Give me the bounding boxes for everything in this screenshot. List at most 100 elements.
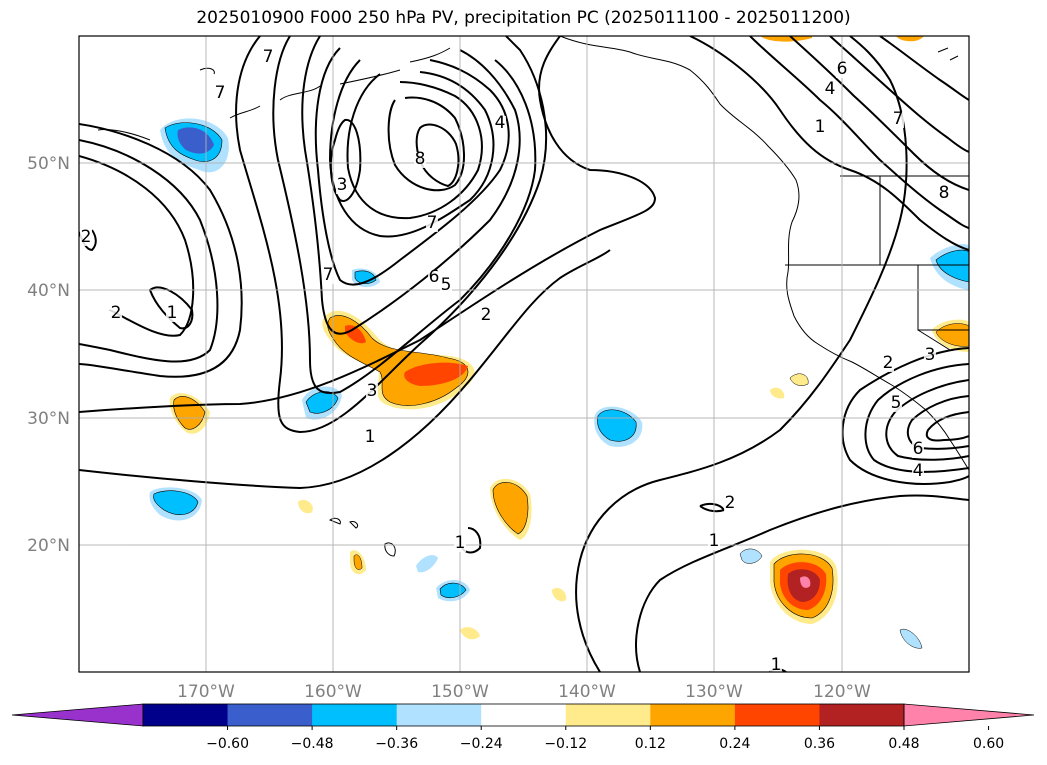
colorbar-tick-label: −0.60 [206, 736, 249, 752]
contour-label-bg [166, 306, 178, 322]
contour-label: 4 [913, 461, 924, 481]
contour-label-bg [426, 216, 438, 232]
contour-label-bg [414, 152, 426, 168]
contour-label: 2 [81, 227, 92, 247]
colorbar-segment [143, 704, 229, 726]
contour-label-bg [214, 86, 226, 102]
lat-tick-label: 50°N [27, 154, 70, 174]
colorbar-tick-label: −0.36 [375, 736, 418, 752]
contour-label: 7 [893, 109, 904, 129]
contour-label: 6 [913, 439, 924, 459]
colorbar-segment [227, 704, 313, 726]
colorbar-tick-label: 0.48 [888, 736, 919, 752]
contour-label: 7 [215, 83, 226, 103]
contour-label-bg [912, 442, 924, 458]
contour-label: 5 [441, 275, 452, 295]
contour-label: 1 [709, 531, 720, 551]
contour-label-bg [938, 186, 950, 202]
map-frame [78, 35, 970, 673]
lon-tick-label: 130°W [685, 682, 743, 702]
map-title: 2025010900 F000 250 hPa PV, precipitatio… [196, 8, 851, 28]
colorbar-tick-label: 0.36 [804, 736, 835, 752]
colorbar-segment [819, 704, 905, 726]
contour-label: 3 [925, 345, 936, 365]
contour-label-bg [80, 230, 92, 246]
contour-label-bg [110, 306, 122, 322]
precip-anomaly-fills [149, 36, 969, 649]
contour-label: 1 [815, 117, 826, 137]
contour-label-bg [824, 82, 836, 98]
colorbar-segment [312, 704, 398, 726]
colorbar-frame [142, 703, 905, 727]
colorbar-segment [650, 704, 736, 726]
contour-label: 1 [365, 427, 376, 447]
lat-tick-labels: 20°N 30°N 40°N 50°N [27, 154, 70, 556]
contour-label-bg [814, 120, 826, 136]
contour-label: 6 [837, 59, 848, 79]
contour-label: 2 [481, 305, 492, 325]
lat-tick-label: 30°N [27, 409, 70, 429]
contour-label-bg [494, 116, 506, 132]
contour-label: 2 [111, 303, 122, 323]
contour-label-bg [708, 534, 720, 550]
colorbar-tick-label: −0.12 [544, 736, 587, 752]
contour-label: 8 [415, 149, 426, 169]
lon-tick-label: 170°W [177, 682, 235, 702]
contour-label: 7 [323, 265, 334, 285]
colorbar-tick-label: 0.12 [635, 736, 666, 752]
contour-label: 4 [825, 79, 836, 99]
contour-label: 4 [495, 113, 506, 133]
contour-label-bg [882, 356, 894, 372]
contour-label: 3 [367, 381, 378, 401]
contour-label-bg [428, 270, 440, 286]
contour-label-bg [724, 496, 736, 512]
contour-label: 6 [429, 267, 440, 287]
colorbar-extend-low [11, 703, 144, 727]
colorbar-segment [565, 704, 651, 726]
contour-label: 1 [771, 655, 782, 675]
colorbar-tick-label: 0.24 [719, 736, 750, 752]
contour-label: 3 [337, 175, 348, 195]
contour-label-bg [322, 268, 334, 284]
contour-label-bg [912, 464, 924, 480]
colorbar-extend-high [903, 703, 1035, 727]
contour-label: 7 [427, 213, 438, 233]
coastlines [97, 36, 969, 557]
contour-label: 1 [167, 303, 178, 323]
contour-label-bg [366, 384, 378, 400]
gridlines [79, 36, 969, 672]
colorbar-tick-label: 0.60 [973, 736, 1004, 752]
contour-label-bg [770, 658, 782, 672]
colorbar-tick-label: −0.24 [460, 736, 503, 752]
contour-label: 2 [883, 353, 894, 373]
contour-label: 8 [939, 183, 950, 203]
colorbar-tick-label: −0.48 [291, 736, 334, 752]
lon-tick-label: 160°W [304, 682, 362, 702]
contour-label-bg [364, 430, 376, 446]
contour-label-bg [336, 178, 348, 194]
lon-tick-labels: 170°W 160°W 150°W 140°W 130°W 120°W [177, 682, 871, 702]
contour-label-bg [836, 62, 848, 78]
lat-tick-label: 40°N [27, 281, 70, 301]
lon-tick-label: 120°W [813, 682, 871, 702]
lon-tick-label: 150°W [431, 682, 489, 702]
lon-tick-label: 140°W [558, 682, 616, 702]
contour-label-bg [262, 50, 274, 66]
colorbar: −0.60 −0.48 −0.36 −0.24 −0.12 0.12 0.24 0.36 0.4… [11, 703, 1035, 752]
contour-label: 1 [455, 533, 466, 553]
contour-label: 7 [263, 47, 274, 67]
contour-label-bg [924, 348, 936, 364]
contour-label: 5 [891, 393, 902, 413]
colorbar-segment [396, 704, 482, 726]
contour-label-bg [454, 536, 466, 552]
contour-label-bg [892, 112, 904, 128]
contour-label: 2 [725, 493, 736, 513]
colorbar-segment [734, 704, 820, 726]
contour-label-bg [440, 278, 452, 294]
contour-label-bg [890, 396, 902, 412]
contour-label-bg [480, 308, 492, 324]
colorbar-segment [481, 704, 567, 726]
lat-tick-label: 20°N [27, 536, 70, 556]
